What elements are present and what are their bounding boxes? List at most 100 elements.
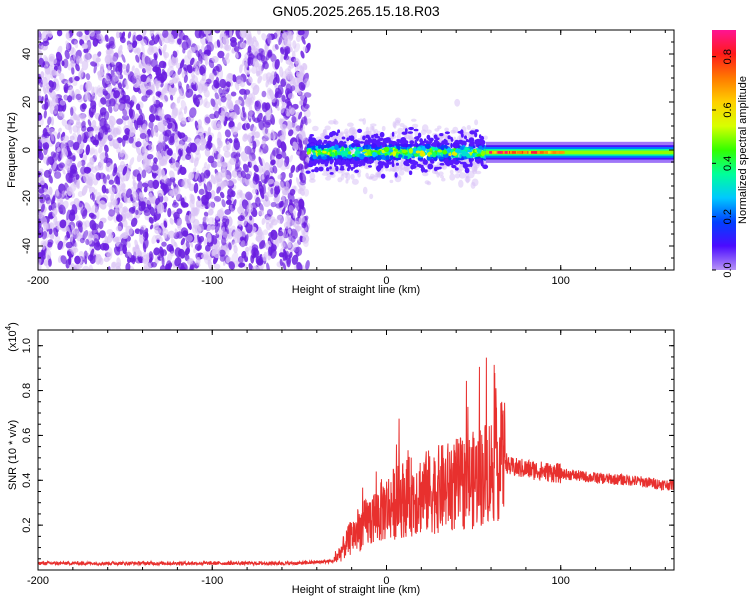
noise-blob bbox=[225, 100, 234, 110]
colorbar: 0.0 0.2 0.4 0.6 0.8 Normalized spectral ampl… bbox=[712, 30, 749, 278]
noise-blob bbox=[230, 91, 237, 97]
band-halo bbox=[340, 173, 345, 181]
noise-blob bbox=[177, 81, 182, 89]
band-cell bbox=[378, 137, 384, 141]
band-halo bbox=[370, 123, 377, 127]
band-cell bbox=[385, 155, 390, 161]
noise-blob bbox=[129, 157, 135, 166]
y-tick-label: 0.2 bbox=[21, 517, 33, 532]
noise-blob bbox=[48, 205, 53, 211]
band-cell bbox=[474, 139, 479, 145]
noise-blob bbox=[65, 32, 71, 39]
noise-blob bbox=[233, 46, 240, 53]
noise-blob bbox=[287, 235, 292, 246]
noise-blob bbox=[272, 165, 278, 174]
band-cell bbox=[318, 145, 321, 149]
steady-band-peak bbox=[547, 151, 551, 154]
band-cell bbox=[403, 160, 409, 166]
band-halo bbox=[369, 193, 374, 200]
band-halo bbox=[466, 125, 471, 130]
noise-blob bbox=[204, 237, 208, 244]
band-halo bbox=[398, 161, 403, 168]
band-halo bbox=[475, 170, 482, 175]
band-cell bbox=[376, 155, 382, 161]
band-halo bbox=[426, 181, 432, 186]
band-halo bbox=[323, 129, 327, 134]
band-cell bbox=[439, 162, 445, 166]
band-halo bbox=[474, 119, 479, 126]
band-cell bbox=[379, 131, 385, 138]
noise-blob bbox=[286, 71, 293, 81]
snr-yscale-close: ) bbox=[7, 322, 19, 326]
noise-blob bbox=[164, 94, 168, 102]
noise-blob bbox=[247, 161, 253, 168]
band-cell bbox=[409, 157, 412, 163]
band-cell bbox=[347, 151, 352, 155]
noise-blob bbox=[252, 84, 260, 96]
steady-band-peak bbox=[523, 151, 527, 154]
noise-blob bbox=[251, 188, 258, 194]
band-halo bbox=[362, 117, 367, 125]
band-cell bbox=[405, 140, 409, 144]
noise-blob bbox=[219, 191, 225, 199]
band-cell bbox=[432, 151, 437, 158]
noise-blob bbox=[75, 63, 80, 72]
noise-blob bbox=[44, 56, 49, 67]
band-halo bbox=[309, 178, 316, 183]
noise-blob bbox=[39, 177, 45, 186]
svg-text:(x104): (x104) bbox=[4, 322, 19, 352]
noise-blob bbox=[149, 224, 154, 230]
band-cell bbox=[386, 161, 393, 165]
noise-blob bbox=[223, 150, 231, 158]
noise-blob bbox=[130, 75, 137, 84]
noise-blob bbox=[42, 188, 48, 196]
y-tick-label: 1.0 bbox=[21, 338, 33, 353]
band-cell bbox=[425, 140, 429, 144]
noise-blob bbox=[298, 100, 305, 106]
noise-blob bbox=[127, 118, 135, 127]
noise-blob bbox=[214, 222, 221, 234]
noise-blob bbox=[299, 187, 305, 196]
noise-blob bbox=[263, 199, 271, 208]
noise-blob bbox=[293, 198, 299, 205]
band-cell bbox=[335, 165, 339, 172]
noise-blob bbox=[233, 245, 238, 254]
band-cell bbox=[326, 167, 330, 172]
noise-blob bbox=[265, 216, 271, 225]
noise-blob bbox=[295, 125, 301, 132]
noise-blob bbox=[239, 81, 246, 88]
noise-blob bbox=[268, 164, 273, 172]
band-cell bbox=[481, 158, 484, 161]
noise-blob bbox=[60, 255, 67, 265]
noise-blob bbox=[108, 115, 116, 126]
band-halo bbox=[312, 125, 319, 131]
noise-blob bbox=[205, 255, 212, 261]
noise-blob bbox=[261, 157, 266, 169]
noise-blob bbox=[62, 169, 66, 175]
x-tick-label: 100 bbox=[552, 275, 570, 287]
band-cell bbox=[358, 146, 364, 152]
noise-blob bbox=[231, 239, 235, 245]
noise-blob bbox=[88, 186, 96, 194]
noise-blob bbox=[106, 161, 111, 168]
band-cell bbox=[457, 139, 464, 145]
noise-blob bbox=[199, 144, 206, 151]
noise-blob bbox=[244, 58, 248, 70]
band-cell bbox=[339, 167, 345, 171]
band-cell bbox=[362, 135, 366, 141]
band-halo bbox=[357, 172, 361, 178]
noise-blob bbox=[160, 168, 166, 178]
noise-blob bbox=[195, 170, 199, 181]
noise-blob bbox=[218, 87, 224, 96]
band-halo bbox=[449, 173, 456, 181]
noise-blob bbox=[248, 263, 254, 270]
noise-blob bbox=[269, 88, 275, 100]
noise-blob bbox=[258, 156, 263, 167]
noise-blob bbox=[246, 155, 253, 163]
band-halo bbox=[397, 166, 404, 171]
band-halo bbox=[404, 168, 409, 173]
band-cell bbox=[401, 131, 408, 135]
y-tick-label: 0.8 bbox=[21, 383, 33, 398]
snr-ylabel: SNR (10 * v/v) bbox=[7, 420, 19, 490]
noise-blob bbox=[254, 174, 259, 182]
